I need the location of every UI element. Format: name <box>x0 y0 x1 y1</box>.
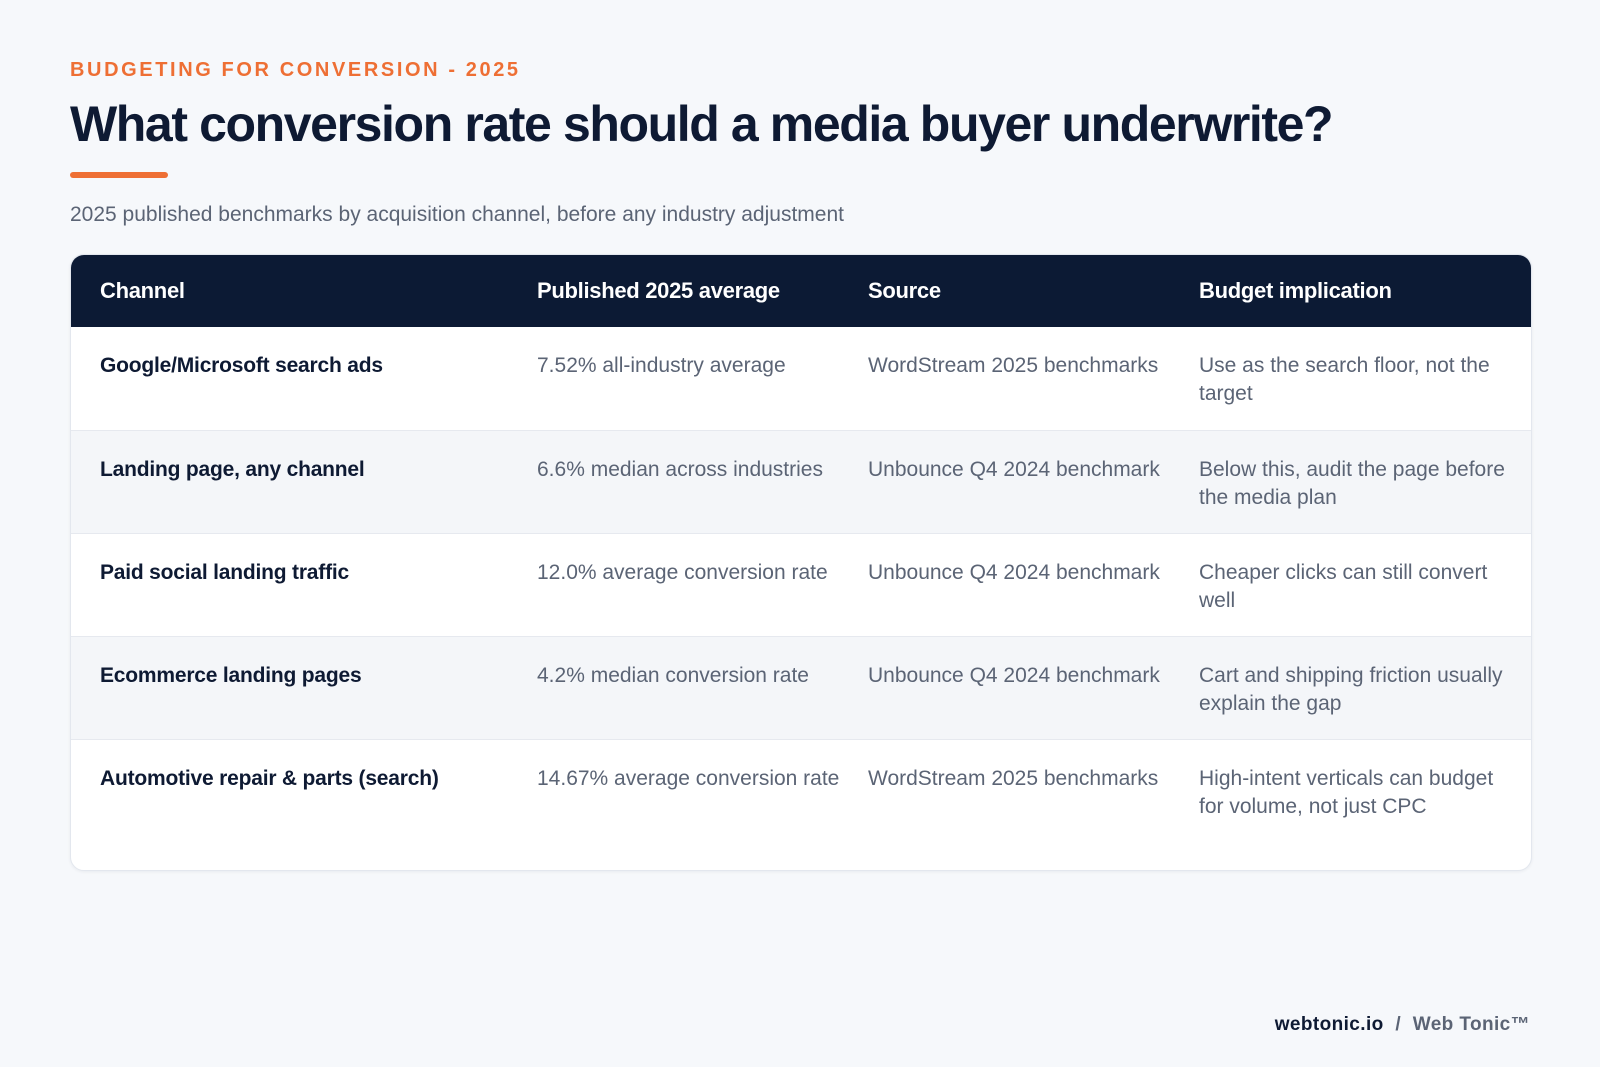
cell-average: 6.6% median across industries <box>537 458 823 481</box>
table-row: Landing page, any channel 6.6% median ac… <box>71 430 1531 534</box>
cell-channel: Paid social landing traffic <box>100 561 349 584</box>
cell-channel: Landing page, any channel <box>100 458 365 481</box>
table-row: Paid social landing traffic 12.0% averag… <box>71 533 1531 637</box>
cell-implication: High-intent verticals can budget for vol… <box>1199 767 1494 818</box>
cell-implication: Use as the search floor, not the target <box>1199 354 1490 405</box>
footer-brand: Web Tonic™ <box>1412 1014 1530 1035</box>
cell-average: 14.67% average conversion rate <box>537 767 840 790</box>
cell-channel: Google/Microsoft search ads <box>100 354 383 377</box>
cell-source: Unbounce Q4 2024 benchmark <box>868 561 1160 584</box>
cell-implication: Cheaper clicks can still convert well <box>1199 561 1488 612</box>
footer-separator: / <box>1395 1014 1402 1035</box>
table-row: Automotive repair & parts (search) 14.67… <box>71 739 1531 871</box>
footer-credit: webtonic.io / Web Tonic™ <box>1275 1012 1530 1038</box>
page-title: What conversion rate should a media buye… <box>70 96 1334 152</box>
title-accent-bar <box>70 172 168 178</box>
page-subtitle: 2025 published benchmarks by acquisition… <box>70 203 844 226</box>
cell-average: 4.2% median conversion rate <box>537 664 809 687</box>
column-header-channel: Channel <box>100 278 185 303</box>
cell-average: 12.0% average conversion rate <box>537 561 828 584</box>
column-header-average: Published 2025 average <box>537 278 780 303</box>
column-header-implication: Budget implication <box>1199 278 1392 303</box>
cell-source: Unbounce Q4 2024 benchmark <box>868 458 1160 481</box>
table-row: Google/Microsoft search ads 7.52% all-in… <box>71 327 1531 431</box>
cell-average: 7.52% all-industry average <box>537 354 786 377</box>
cell-channel: Automotive repair & parts (search) <box>100 767 439 790</box>
cell-implication: Below this, audit the page before the me… <box>1199 458 1505 509</box>
cell-implication: Cart and shipping friction usually expla… <box>1199 664 1503 715</box>
cell-source: Unbounce Q4 2024 benchmark <box>868 664 1160 687</box>
eyebrow: BUDGETING FOR CONVERSION - 2025 <box>70 59 521 81</box>
benchmark-table: Channel Published 2025 average Source Bu… <box>71 255 1531 870</box>
cell-source: WordStream 2025 benchmarks <box>868 767 1159 790</box>
page: BUDGETING FOR CONVERSION - 2025 What con… <box>70 56 1532 871</box>
benchmark-table-card: Channel Published 2025 average Source Bu… <box>70 254 1532 871</box>
cell-channel: Ecommerce landing pages <box>100 664 362 687</box>
table-row: Ecommerce landing pages 4.2% median conv… <box>71 636 1531 740</box>
table-header-row: Channel Published 2025 average Source Bu… <box>71 255 1531 327</box>
footer-domain: webtonic.io <box>1274 1014 1384 1035</box>
cell-source: WordStream 2025 benchmarks <box>868 354 1159 377</box>
column-header-source: Source <box>868 278 941 303</box>
